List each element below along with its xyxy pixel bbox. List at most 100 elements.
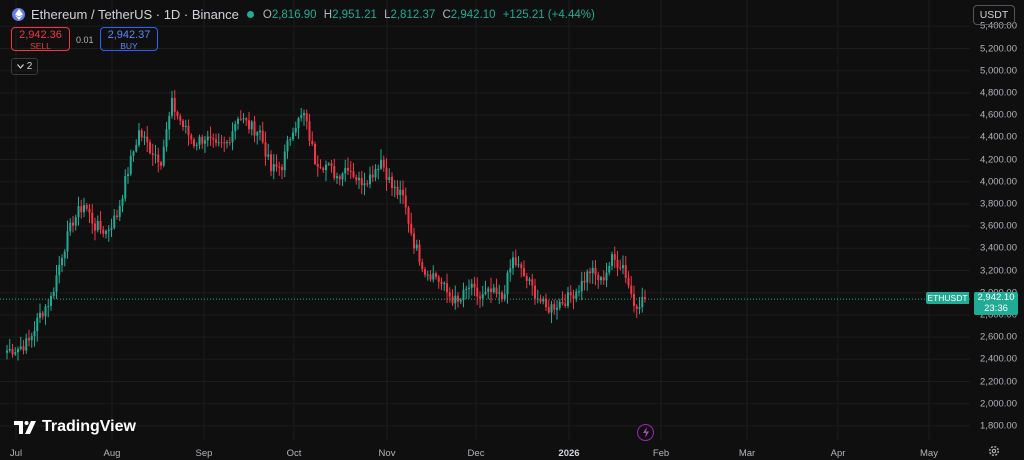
- candle-body: [270, 154, 272, 172]
- candle-body: [550, 304, 553, 313]
- price-axis-label: 3,800.00: [980, 198, 1017, 210]
- candle-body: [432, 273, 435, 280]
- candle-body: [457, 295, 459, 302]
- candle-body: [479, 296, 481, 299]
- candle-body: [22, 346, 25, 351]
- indicators-count: 2: [26, 61, 33, 72]
- candle-body: [333, 166, 336, 179]
- candle-body: [575, 291, 578, 299]
- candle-body: [77, 206, 80, 218]
- currency-selector-button[interactable]: USDT: [973, 5, 1015, 25]
- candle-body: [234, 123, 237, 132]
- candle-body: [586, 271, 589, 283]
- candle-body: [611, 254, 613, 267]
- candle-body: [366, 183, 369, 185]
- chart-grid: [0, 0, 970, 440]
- candle-body: [624, 265, 627, 278]
- candle-body: [602, 277, 605, 281]
- candle-body: [143, 136, 146, 138]
- candle-body: [121, 198, 124, 206]
- candle-body: [140, 130, 143, 138]
- candle-body: [44, 306, 47, 317]
- candle-body: [512, 257, 514, 269]
- candle-body: [124, 176, 127, 199]
- candle-body: [157, 154, 160, 163]
- candle-body: [215, 139, 217, 143]
- spread-value: 0.01: [76, 35, 94, 45]
- candle-body: [198, 136, 201, 145]
- sell-button[interactable]: 2,942.36 SELL: [11, 27, 70, 51]
- high-key: H: [323, 8, 333, 21]
- candle-body: [52, 291, 55, 296]
- candle-body: [66, 231, 69, 252]
- candle-body: [347, 167, 349, 171]
- open-value: 2,816.90: [271, 8, 317, 21]
- price-axis-label: 4,200.00: [980, 154, 1017, 165]
- candle-body: [281, 166, 283, 171]
- candle-body: [520, 264, 523, 269]
- lightning-icon[interactable]: [637, 424, 654, 441]
- candle-body: [528, 279, 531, 281]
- candle-body: [30, 336, 33, 341]
- candle-body: [193, 139, 195, 146]
- low-key: L: [384, 8, 391, 21]
- candle-body: [242, 118, 245, 120]
- candle-body: [127, 174, 129, 177]
- candle-body: [443, 283, 446, 285]
- candle-body: [413, 233, 415, 249]
- indicators-toggle-button[interactable]: 2: [11, 58, 38, 75]
- candle-body: [41, 312, 44, 317]
- candle-body: [204, 140, 206, 144]
- candle-body: [572, 295, 575, 299]
- candle-body: [237, 118, 239, 124]
- candle-body: [226, 142, 228, 144]
- candle-body: [138, 130, 140, 145]
- candle-body: [171, 97, 173, 116]
- candle-body: [338, 176, 341, 180]
- change-value: +125.21 (+4.44%): [502, 8, 595, 21]
- candle-body: [286, 140, 289, 152]
- candle-body: [616, 259, 619, 268]
- candle-body: [102, 229, 105, 234]
- price-axis-label: 3,600.00: [980, 220, 1017, 232]
- candle-body: [407, 207, 410, 224]
- open-key: O: [262, 8, 272, 21]
- candle-body: [272, 164, 275, 172]
- candle-body: [382, 159, 385, 168]
- time-axis-label: Mar: [738, 448, 756, 459]
- time-axis-label: Jul: [9, 448, 23, 459]
- price-axis-label: 2,000.00: [980, 398, 1017, 410]
- candle-body: [492, 287, 495, 293]
- candle-body: [149, 142, 151, 154]
- buy-button[interactable]: 2,942.37 BUY: [100, 27, 158, 51]
- candle-body: [74, 217, 77, 226]
- candle-body: [206, 136, 209, 141]
- candle-body: [641, 297, 644, 308]
- chevron-down-icon: [16, 61, 24, 72]
- gear-icon[interactable]: [988, 445, 1000, 460]
- candle-body: [580, 280, 583, 292]
- candle-body: [569, 292, 572, 296]
- candle-body: [440, 281, 443, 284]
- symbol-title[interactable]: Ethereum / TetherUS · 1D · Binance: [31, 7, 239, 22]
- candle-body: [19, 346, 22, 349]
- candle-body: [278, 166, 281, 168]
- time-axis-label: Nov: [378, 448, 396, 459]
- candle-body: [553, 304, 556, 310]
- candle-body: [605, 272, 608, 281]
- candle-body: [498, 292, 501, 294]
- candle-body: [259, 130, 261, 133]
- tradingview-logo[interactable]: TradingView: [14, 418, 136, 436]
- candle-body: [116, 215, 118, 217]
- candle-body: [495, 287, 498, 294]
- price-axis-label: 4,600.00: [980, 109, 1017, 121]
- candle-body: [523, 268, 525, 277]
- candle-body: [80, 206, 83, 213]
- candle-body: [83, 204, 85, 213]
- candle-body: [300, 115, 303, 118]
- candle-body: [352, 171, 355, 177]
- price-axis-label: 3,200.00: [980, 265, 1017, 276]
- time-axis-label: Feb: [652, 448, 670, 459]
- candle-body: [578, 291, 580, 293]
